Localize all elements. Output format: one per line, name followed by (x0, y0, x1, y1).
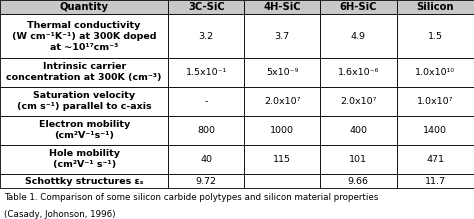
Text: 3C-SiC: 3C-SiC (188, 2, 225, 12)
Text: Table 1. Comparison of some silicon carbide polytypes and silicon material prope: Table 1. Comparison of some silicon carb… (4, 193, 378, 202)
Text: Schottky structures εₛ: Schottky structures εₛ (25, 177, 143, 185)
Bar (397, 174, 474, 188)
Text: 4H-SiC: 4H-SiC (263, 2, 301, 12)
Bar (0, 174, 168, 188)
Text: Intrinsic carrier
concentration at 300K (cm⁻³): Intrinsic carrier concentration at 300K … (6, 62, 162, 83)
Text: Thermal conductivity
(W cm⁻¹K⁻¹) at 300K doped
at ~10¹⁷cm⁻³: Thermal conductivity (W cm⁻¹K⁻¹) at 300K… (12, 21, 156, 52)
Bar (320, 145, 397, 174)
Text: 2.0x10⁷: 2.0x10⁷ (340, 97, 376, 106)
Text: 40: 40 (200, 155, 212, 164)
Bar (0, 58, 168, 87)
Bar (320, 87, 397, 116)
Text: 1.6x10⁻⁶: 1.6x10⁻⁶ (337, 68, 379, 77)
Bar (168, 145, 244, 174)
Bar (244, 116, 320, 145)
Text: 1.0x10⁷: 1.0x10⁷ (417, 97, 454, 106)
Bar (0, 14, 168, 58)
Bar (397, 145, 474, 174)
Bar (0, 0, 168, 14)
Bar (320, 58, 397, 87)
Text: 115: 115 (273, 155, 291, 164)
Text: 1.5: 1.5 (428, 32, 443, 41)
Bar (244, 87, 320, 116)
Text: Silicon: Silicon (417, 2, 454, 12)
Bar (168, 14, 244, 58)
Bar (397, 87, 474, 116)
Text: 400: 400 (349, 126, 367, 135)
Bar (244, 14, 320, 58)
Bar (397, 0, 474, 14)
Bar (397, 58, 474, 87)
Bar (397, 116, 474, 145)
Bar (0, 87, 168, 116)
Text: -: - (204, 97, 208, 106)
Bar (244, 145, 320, 174)
Text: Hole mobility
(cm²V⁻¹ s⁻¹): Hole mobility (cm²V⁻¹ s⁻¹) (49, 149, 119, 170)
Bar (244, 58, 320, 87)
Bar (397, 14, 474, 58)
Text: Quantity: Quantity (60, 2, 109, 12)
Bar (244, 0, 320, 14)
Text: 4.9: 4.9 (351, 32, 366, 41)
Text: Electron mobility
(cm²V⁻¹s⁻¹): Electron mobility (cm²V⁻¹s⁻¹) (38, 120, 130, 140)
Text: (Casady, Johonson, 1996): (Casady, Johonson, 1996) (4, 210, 115, 219)
Bar (168, 87, 244, 116)
Bar (0, 116, 168, 145)
Text: 5x10⁻⁹: 5x10⁻⁹ (266, 68, 298, 77)
Text: 2.0x10⁷: 2.0x10⁷ (264, 97, 300, 106)
Bar (320, 116, 397, 145)
Text: 6H-SiC: 6H-SiC (339, 2, 377, 12)
Text: 3.7: 3.7 (274, 32, 290, 41)
Text: 1.0x10¹⁰: 1.0x10¹⁰ (415, 68, 456, 77)
Text: 1400: 1400 (423, 126, 447, 135)
Text: 101: 101 (349, 155, 367, 164)
Text: 800: 800 (197, 126, 215, 135)
Bar (168, 58, 244, 87)
Text: 1000: 1000 (270, 126, 294, 135)
Bar (320, 0, 397, 14)
Bar (320, 14, 397, 58)
Bar (168, 0, 244, 14)
Bar (168, 174, 244, 188)
Bar (320, 174, 397, 188)
Bar (0, 145, 168, 174)
Bar (168, 116, 244, 145)
Text: 11.7: 11.7 (425, 177, 446, 185)
Text: 471: 471 (427, 155, 444, 164)
Text: 9.66: 9.66 (348, 177, 369, 185)
Text: 9.72: 9.72 (196, 177, 217, 185)
Text: 3.2: 3.2 (199, 32, 214, 41)
Text: Saturation velocity
(cm s⁻¹) parallel to c-axis: Saturation velocity (cm s⁻¹) parallel to… (17, 91, 152, 111)
Text: 1.5x10⁻¹: 1.5x10⁻¹ (185, 68, 227, 77)
Bar (244, 174, 320, 188)
